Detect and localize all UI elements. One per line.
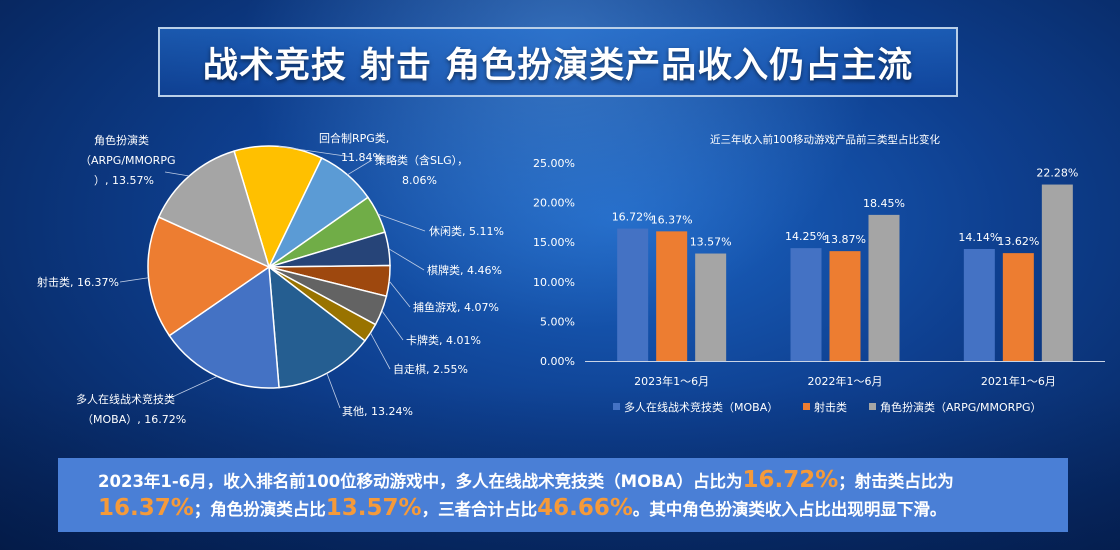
- bar-label-2-1: 18.45%: [863, 197, 905, 210]
- x-tick-label-2: 2021年1～6月: [981, 374, 1056, 388]
- summary-highlight-moba: 16.72%: [742, 467, 839, 493]
- bar-0-2: [963, 249, 995, 361]
- summary-box: 2023年1-6月，收入排名前100位移动游戏中，多人在线战术竞技类（MOBA）…: [58, 458, 1068, 532]
- legend-label-0: 多人在线战术竞技类（MOBA）: [624, 400, 778, 414]
- x-tick-label-1: 2022年1～6月: [808, 374, 883, 388]
- legend-label-2: 角色扮演类（ARPG/MMORPG）: [880, 400, 1041, 414]
- summary-text-2: ；射击类占比为: [838, 472, 954, 491]
- pie-label-10-2: ）, 13.57%: [94, 174, 154, 187]
- legend-swatch-0: [613, 403, 620, 410]
- bar-2-1: [868, 214, 900, 361]
- y-tick-label-5: 0.00%: [540, 355, 575, 368]
- page-title: 战术竞技 射击 角色扮演类产品收入仍占主流: [202, 45, 914, 86]
- y-tick-label-1: 20.00%: [533, 197, 575, 210]
- pie-leader-line-1: [347, 159, 373, 176]
- pie-label-4-0: 捕鱼游戏, 4.07%: [413, 300, 499, 314]
- y-tick-label-4: 5.00%: [540, 315, 575, 328]
- bar-1-1: [829, 251, 861, 361]
- bar-label-0-0: 16.72%: [612, 211, 654, 224]
- legend-swatch-1: [803, 403, 810, 410]
- title-banner: 战术竞技 射击 角色扮演类产品收入仍占主流: [158, 27, 958, 97]
- bar-2-2: [1041, 184, 1073, 361]
- pie-label-0-0: 回合制RPG类,: [319, 131, 389, 145]
- pie-leader-line-9: [119, 277, 149, 283]
- summary-text-3: ；角色扮演类占比: [193, 500, 326, 519]
- summary-text-1: 2023年1-6月，收入排名前100位移动游戏中，多人在线战术竞技类（MOBA）…: [98, 472, 743, 491]
- summary-highlight-shooter: 16.37%: [98, 495, 194, 521]
- summary-highlight-rpg: 13.57%: [325, 495, 422, 521]
- bar-1-0: [656, 231, 688, 361]
- bar-0-0: [617, 228, 649, 361]
- bar-label-2-0: 13.57%: [690, 236, 732, 249]
- pie-leader-line-8: [169, 375, 218, 399]
- pie-label-0-1: 11.84%: [341, 151, 383, 164]
- summary-text-5: 。其中角色扮演类收入占比出现明显下滑。: [632, 500, 947, 519]
- bar-label-0-1: 14.25%: [785, 230, 827, 243]
- pie-label-8-1: （MOBA）, 16.72%: [82, 413, 186, 426]
- bar-1-2: [1002, 253, 1034, 361]
- pie-label-10-1: （ARPG/MMORPG: [80, 154, 175, 167]
- pie-leader-line-6: [370, 332, 391, 370]
- pie-leader-line-10: [164, 171, 190, 177]
- summary-text-4: ，三者合计占比: [421, 500, 538, 519]
- pie-label-8-0: 多人在线战术竞技类: [76, 392, 175, 406]
- pie-leader-line-0: [278, 145, 353, 158]
- bar-chart-title: 近三年收入前100移动游戏产品前三类型占比变化: [710, 133, 941, 146]
- pie-leader-line-2: [377, 213, 426, 232]
- summary-highlight-total: 46.66%: [537, 495, 633, 521]
- bar-label-1-1: 13.87%: [824, 233, 866, 246]
- pie-label-6-0: 自走棋, 2.55%: [393, 362, 468, 376]
- bar-0-1: [790, 248, 822, 361]
- pie-label-7-0: 其他, 13.24%: [342, 405, 413, 418]
- pie-label-5-0: 卡牌类, 4.01%: [406, 333, 481, 347]
- y-tick-label-2: 15.00%: [533, 236, 575, 249]
- bar-label-0-2: 14.14%: [958, 231, 1000, 244]
- pie-leader-line-7: [326, 373, 341, 409]
- pie-leader-line-3: [388, 248, 425, 271]
- bar-label-1-2: 13.62%: [997, 235, 1039, 248]
- pie-slice-9: [147, 216, 271, 337]
- pie-slice-7: [268, 265, 366, 389]
- pie-slice-10: [157, 150, 271, 269]
- bar-label-1-0: 16.37%: [651, 213, 693, 226]
- pie-leader-line-5: [381, 310, 404, 341]
- pie-label-3-0: 棋牌类, 4.46%: [427, 263, 502, 277]
- bar-label-2-2: 22.28%: [1036, 167, 1078, 180]
- bar-2-0: [695, 253, 727, 361]
- legend-swatch-2: [869, 403, 876, 410]
- pie-label-1-1: 8.06%: [402, 174, 437, 187]
- pie-slice-8: [168, 265, 280, 389]
- legend-label-1: 射击类: [814, 400, 847, 414]
- pie-label-9-0: 射击类, 16.37%: [37, 275, 119, 289]
- y-tick-label-0: 25.00%: [533, 157, 575, 170]
- y-tick-label-3: 10.00%: [533, 276, 575, 289]
- pie-label-1-0: 策略类（含SLG），: [375, 153, 468, 167]
- pie-leader-line-4: [388, 280, 411, 308]
- pie-label-2-0: 休闲类, 5.11%: [429, 224, 504, 238]
- x-tick-label-0: 2023年1～6月: [634, 374, 709, 388]
- pie-label-10-0: 角色扮演类: [94, 133, 149, 147]
